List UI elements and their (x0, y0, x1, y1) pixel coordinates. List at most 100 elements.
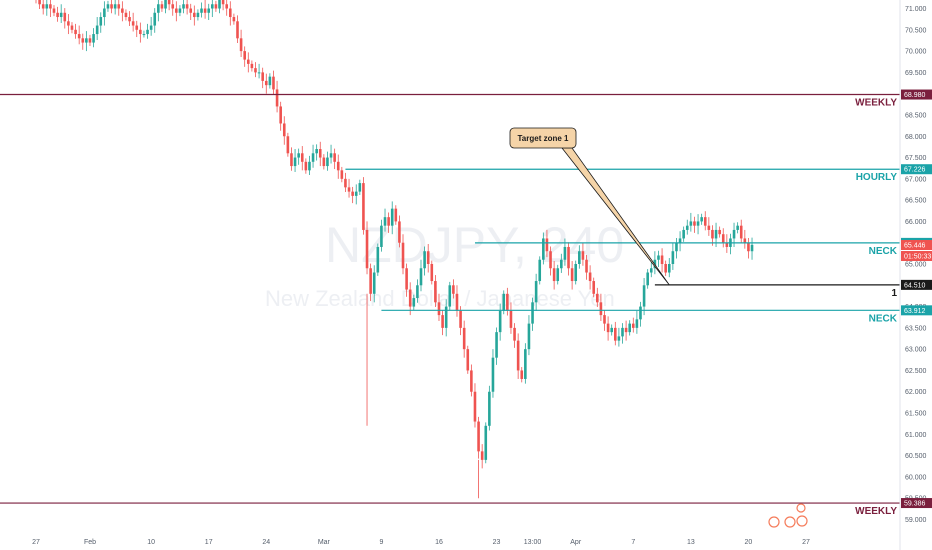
candle-body (480, 451, 484, 460)
candle-body (203, 8, 207, 13)
countdown-text: 01:50:33 (904, 254, 931, 261)
event-flag-icon[interactable] (796, 503, 806, 513)
candle-body (736, 225, 739, 230)
candle-body (649, 268, 653, 273)
candle-body (257, 72, 261, 74)
price-axis[interactable]: 71.00070.50070.00069.50069.00068.50068.0… (905, 6, 927, 524)
horizontal-lines-layer: WEEKLY HOURLY NECK 1 NECK WEEKLY (0, 93, 900, 517)
candle-body (491, 357, 495, 392)
price-tag-text-hourly: 67.226 (904, 167, 926, 174)
x-tick-label: 13:00 (524, 539, 542, 546)
x-tick-label: 9 (379, 539, 383, 546)
candle-body (275, 89, 279, 107)
candle-body (473, 391, 477, 422)
candle-body (696, 221, 700, 226)
candle-body (685, 225, 689, 230)
candle-body (99, 17, 103, 26)
target-callout[interactable]: Target zone 1 (509, 127, 670, 286)
candle-body (318, 149, 322, 158)
candle-body (671, 251, 675, 264)
price-tag-hourly (901, 164, 932, 175)
candle-body (300, 153, 304, 162)
candle-body (484, 425, 488, 460)
candle-body (85, 38, 88, 43)
x-tick-label: 27 (32, 539, 40, 546)
candle-body (437, 302, 441, 316)
candle-body (282, 123, 286, 137)
candle-body (121, 8, 124, 13)
candle-body (628, 323, 631, 333)
x-tick-label: 10 (147, 539, 155, 546)
y-tick-label: 61.500 (905, 411, 927, 418)
candle-body (286, 136, 290, 154)
candle-body (423, 251, 426, 269)
candle-body (624, 327, 628, 333)
callout-box[interactable] (509, 127, 577, 149)
candle-body (714, 229, 718, 239)
current-price-tag (901, 240, 932, 251)
candle-body (232, 17, 236, 22)
candle-body (59, 12, 63, 18)
candle-body (588, 272, 592, 282)
candle-body (131, 21, 135, 26)
candle-body (297, 153, 300, 158)
x-tick-label: 17 (205, 539, 213, 546)
candle-body (113, 4, 117, 9)
candle-body (711, 229, 714, 239)
candle-body (41, 4, 45, 9)
candle-body (142, 34, 146, 36)
candle-body (631, 323, 635, 328)
candle-body (682, 229, 685, 239)
candle-body (703, 217, 707, 226)
candle-body (254, 68, 257, 73)
x-tick-label: 27 (802, 539, 810, 546)
watermark-symbol: NZDJPY, 240 (325, 217, 624, 273)
y-tick-label: 60.500 (905, 453, 927, 460)
x-tick-label: Feb (84, 539, 96, 546)
candle-body (95, 25, 99, 35)
y-tick-label: 68.500 (905, 112, 927, 119)
candle-body (603, 315, 606, 324)
candle-body (452, 285, 455, 294)
candle-body (336, 161, 340, 171)
candle-body (164, 0, 167, 9)
y-tick-label: 69.500 (905, 70, 927, 77)
candle-body (221, 0, 225, 5)
candle-body (63, 12, 67, 22)
price-tag-weekly_bottom (901, 498, 932, 509)
candle-body (455, 293, 459, 311)
candle-body (77, 34, 81, 39)
candle-body (567, 246, 570, 269)
callout-text: Target zone 1 (518, 134, 570, 143)
candle-body (477, 421, 480, 452)
candle-body (124, 12, 128, 18)
candle-body (290, 153, 293, 167)
candle-body (211, 4, 214, 9)
price-tag-text-weekly_top: 68.980 (904, 92, 926, 99)
price-tags-layer: 68.98067.22665.49664.51063.91259.38665.4… (901, 89, 932, 509)
candle-body (639, 306, 642, 320)
candle-body (441, 315, 444, 328)
candle-body (599, 302, 603, 316)
event-flag-icon[interactable] (768, 516, 780, 528)
candle-body (380, 225, 383, 247)
candle-body (67, 21, 70, 26)
candle-body (117, 4, 121, 9)
candle-body (678, 238, 682, 243)
candle-body (700, 217, 703, 222)
candle-body (52, 8, 56, 13)
candle-body (200, 8, 203, 13)
hline-label-hourly: HOURLY (856, 172, 898, 183)
candle-body (304, 161, 308, 171)
candle-body (563, 246, 567, 260)
time-axis[interactable]: 27 Feb 10 17 24 Mar 9 16 23 13:00 Apr 7 13 20 27 (32, 539, 810, 546)
candle-body (693, 221, 696, 226)
y-tick-label: 63.000 (905, 347, 927, 354)
x-tick-label: Apr (570, 539, 582, 546)
event-icons[interactable] (768, 503, 808, 528)
hline-label-weekly_bottom: WEEKLY (855, 506, 897, 517)
event-flag-icon[interactable] (784, 516, 796, 528)
candle-body (157, 4, 160, 13)
event-flag-icon[interactable] (796, 515, 808, 527)
